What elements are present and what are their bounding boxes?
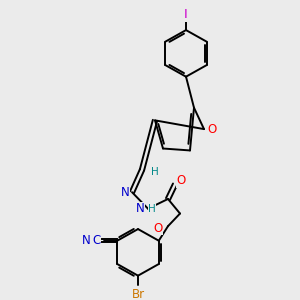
Text: Br: Br bbox=[131, 288, 145, 300]
Text: H: H bbox=[148, 204, 156, 214]
Text: I: I bbox=[184, 8, 188, 21]
Text: O: O bbox=[153, 222, 163, 235]
Text: H: H bbox=[151, 167, 159, 177]
Text: O: O bbox=[176, 174, 186, 187]
Text: C: C bbox=[92, 234, 100, 247]
Text: N: N bbox=[121, 186, 129, 199]
Text: O: O bbox=[207, 123, 217, 136]
Text: N: N bbox=[82, 234, 91, 247]
Text: N: N bbox=[136, 202, 144, 215]
